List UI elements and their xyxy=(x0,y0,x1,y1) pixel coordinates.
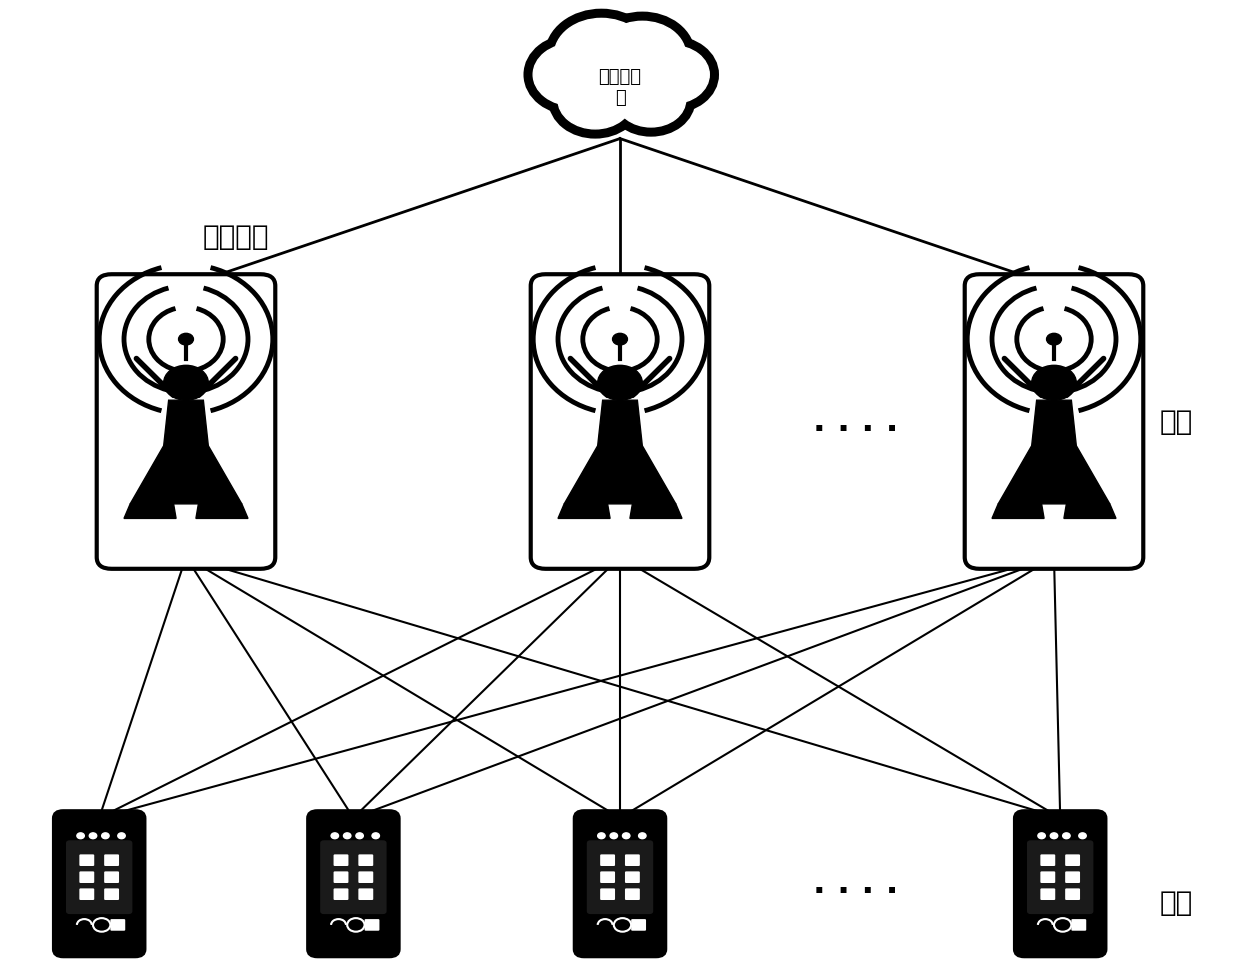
Polygon shape xyxy=(130,446,242,504)
Circle shape xyxy=(179,333,193,345)
Circle shape xyxy=(613,333,627,345)
FancyBboxPatch shape xyxy=(1040,871,1055,883)
FancyBboxPatch shape xyxy=(600,889,615,900)
Circle shape xyxy=(118,832,125,839)
Circle shape xyxy=(1038,832,1045,839)
Polygon shape xyxy=(1064,504,1116,518)
FancyBboxPatch shape xyxy=(1040,855,1055,866)
Circle shape xyxy=(343,832,351,839)
Circle shape xyxy=(626,80,676,119)
FancyBboxPatch shape xyxy=(965,274,1143,569)
FancyBboxPatch shape xyxy=(365,919,379,930)
FancyBboxPatch shape xyxy=(531,274,709,569)
Circle shape xyxy=(616,73,686,127)
FancyBboxPatch shape xyxy=(1027,840,1094,914)
Circle shape xyxy=(611,31,673,79)
FancyBboxPatch shape xyxy=(600,871,615,883)
FancyBboxPatch shape xyxy=(104,871,119,883)
FancyBboxPatch shape xyxy=(1071,919,1086,930)
Circle shape xyxy=(533,44,613,106)
Circle shape xyxy=(598,365,642,400)
Circle shape xyxy=(554,18,649,92)
FancyBboxPatch shape xyxy=(625,871,640,883)
FancyBboxPatch shape xyxy=(1065,871,1080,883)
Circle shape xyxy=(331,832,339,839)
Circle shape xyxy=(622,832,630,839)
Polygon shape xyxy=(598,400,642,446)
Circle shape xyxy=(89,832,97,839)
FancyBboxPatch shape xyxy=(110,919,125,930)
Circle shape xyxy=(1050,832,1058,839)
FancyBboxPatch shape xyxy=(358,871,373,883)
FancyBboxPatch shape xyxy=(1065,889,1080,900)
Circle shape xyxy=(598,832,605,839)
FancyBboxPatch shape xyxy=(97,274,275,569)
Circle shape xyxy=(599,21,686,89)
FancyBboxPatch shape xyxy=(631,919,646,930)
Circle shape xyxy=(610,832,618,839)
Polygon shape xyxy=(1032,400,1076,446)
Text: . . . .: . . . . xyxy=(813,405,898,438)
Circle shape xyxy=(77,832,84,839)
Circle shape xyxy=(372,832,379,839)
FancyBboxPatch shape xyxy=(600,855,615,866)
FancyBboxPatch shape xyxy=(625,855,640,866)
Circle shape xyxy=(102,832,109,839)
Polygon shape xyxy=(992,504,1044,518)
Text: 回程链路: 回程链路 xyxy=(202,224,269,251)
Polygon shape xyxy=(558,504,610,518)
FancyBboxPatch shape xyxy=(104,855,119,866)
Circle shape xyxy=(1032,365,1076,400)
Circle shape xyxy=(568,29,635,81)
FancyBboxPatch shape xyxy=(625,889,640,900)
Circle shape xyxy=(356,832,363,839)
FancyBboxPatch shape xyxy=(79,855,94,866)
Circle shape xyxy=(558,71,632,129)
Circle shape xyxy=(164,365,208,400)
Text: 中央处理
器: 中央处理 器 xyxy=(599,68,641,107)
FancyBboxPatch shape xyxy=(53,810,145,957)
Text: . . . .: . . . . xyxy=(813,867,898,900)
Polygon shape xyxy=(196,504,248,518)
FancyBboxPatch shape xyxy=(66,840,133,914)
Circle shape xyxy=(1063,832,1070,839)
FancyBboxPatch shape xyxy=(334,889,348,900)
FancyBboxPatch shape xyxy=(308,810,399,957)
Circle shape xyxy=(645,53,699,96)
Circle shape xyxy=(568,78,622,121)
Circle shape xyxy=(1047,333,1061,345)
FancyBboxPatch shape xyxy=(358,889,373,900)
Polygon shape xyxy=(124,504,176,518)
FancyBboxPatch shape xyxy=(1065,855,1080,866)
Circle shape xyxy=(1079,832,1086,839)
Text: 用户: 用户 xyxy=(1159,890,1193,917)
FancyBboxPatch shape xyxy=(587,840,653,914)
Polygon shape xyxy=(630,504,682,518)
FancyBboxPatch shape xyxy=(1040,889,1055,900)
Polygon shape xyxy=(164,400,208,446)
Circle shape xyxy=(544,52,601,97)
FancyBboxPatch shape xyxy=(320,840,387,914)
FancyBboxPatch shape xyxy=(574,810,666,957)
FancyBboxPatch shape xyxy=(79,871,94,883)
FancyBboxPatch shape xyxy=(334,871,348,883)
FancyBboxPatch shape xyxy=(79,889,94,900)
FancyBboxPatch shape xyxy=(358,855,373,866)
Circle shape xyxy=(635,46,709,104)
Text: 基站: 基站 xyxy=(1159,408,1193,435)
FancyBboxPatch shape xyxy=(1014,810,1106,957)
Polygon shape xyxy=(564,446,676,504)
FancyBboxPatch shape xyxy=(334,855,348,866)
Polygon shape xyxy=(998,446,1110,504)
FancyBboxPatch shape xyxy=(104,889,119,900)
Circle shape xyxy=(639,832,646,839)
